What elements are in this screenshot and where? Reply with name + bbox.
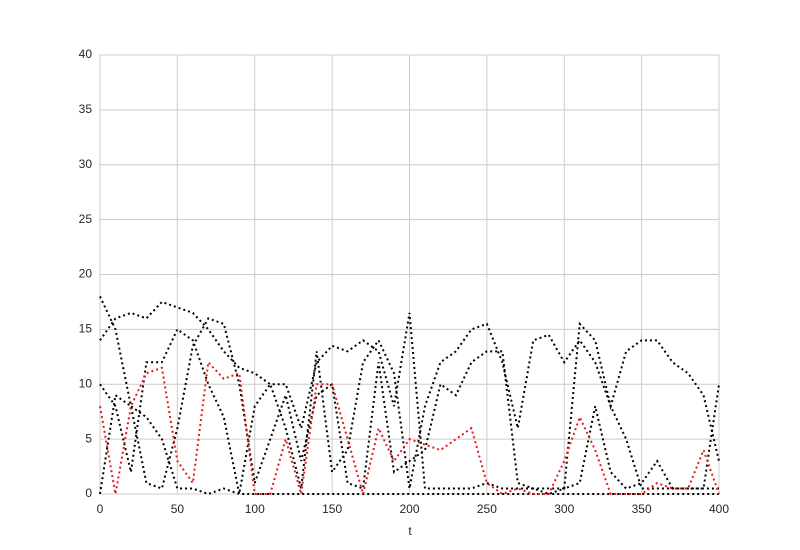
series-line [99, 317, 720, 495]
series-line [99, 360, 720, 498]
y-tick-label: 10 [79, 376, 93, 390]
y-tick-label: 0 [85, 486, 92, 500]
x-tick-label: 100 [245, 502, 265, 516]
x-tick-label: 400 [709, 502, 729, 516]
x-tick-label: 350 [632, 502, 652, 516]
x-tick-label: 150 [322, 502, 342, 516]
y-tick-label: 25 [79, 212, 93, 226]
y-tick-label: 40 [79, 47, 93, 61]
y-tick-label: 15 [79, 322, 93, 336]
x-tick-label: 50 [171, 502, 185, 516]
x-tick-label: 0 [97, 502, 104, 516]
y-tick-label: 30 [79, 157, 93, 171]
x-tick-label: 300 [554, 502, 574, 516]
y-tick-label: 35 [79, 102, 93, 116]
series-line [99, 300, 720, 496]
y-tick-label: 20 [79, 267, 93, 281]
x-tick-label: 250 [477, 502, 497, 516]
x-axis-label: t [408, 524, 412, 538]
x-tick-label: 200 [399, 502, 419, 516]
y-tick-label: 5 [85, 431, 92, 445]
